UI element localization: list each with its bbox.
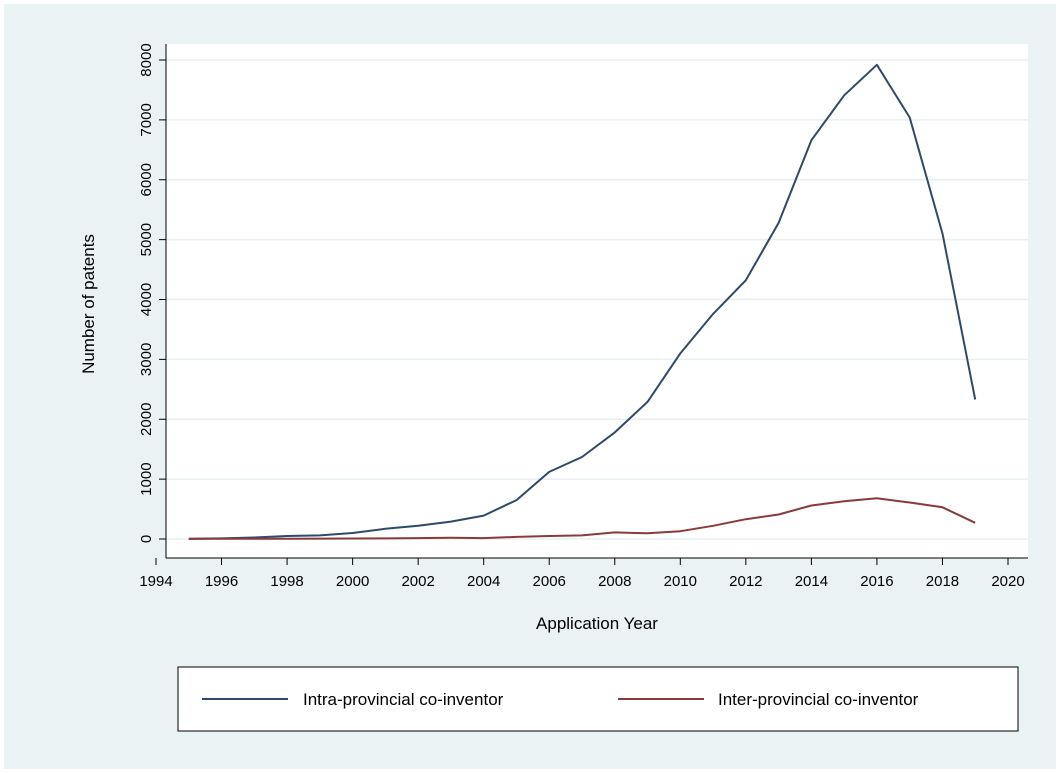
x-tick-label: 2000	[336, 573, 369, 590]
x-tick-label: 2020	[991, 573, 1024, 590]
grid-lines	[166, 59, 1028, 540]
series-line-intra	[188, 63, 977, 540]
plot-area	[166, 44, 1028, 558]
x-tick-label: 2010	[664, 573, 697, 590]
x-tick-label: 2006	[533, 573, 566, 590]
x-tick-label: 1998	[270, 573, 303, 590]
figure-background: 0 1000 2000 3000 4000 5000 6000 7000 8000 1994 199…	[4, 4, 1056, 769]
axes: 0 1000 2000 3000 4000 5000 6000 7000 8000 1994 199…	[138, 43, 1028, 590]
y-axis-title: Number of patents	[79, 234, 98, 374]
x-tick-label: 2016	[860, 573, 893, 590]
x-tick-label: 2002	[401, 573, 434, 590]
x-tick-label: 2008	[598, 573, 631, 590]
y-tick-label: 8000	[138, 43, 155, 76]
y-tick-label: 7000	[138, 103, 155, 136]
y-tick-label: 5000	[138, 223, 155, 256]
legend: Intra-provincial co-inventor Inter-provi…	[177, 666, 1019, 732]
legend-label-inter: Inter-provincial co-inventor	[718, 690, 919, 709]
x-axis-title: Application Year	[536, 614, 658, 633]
y-tick-label: 3000	[138, 343, 155, 376]
x-tick-label: 2014	[795, 573, 828, 590]
x-tick-label: 2012	[729, 573, 762, 590]
y-tick-label: 4000	[138, 283, 155, 316]
series-line-inter	[188, 497, 976, 540]
x-tick-label: 2004	[467, 573, 500, 590]
y-tick-label: 0	[138, 535, 155, 543]
series-layer	[188, 63, 977, 540]
y-tick-label: 1000	[138, 462, 155, 495]
legend-box	[177, 666, 1019, 732]
legend-label-intra: Intra-provincial co-inventor	[303, 690, 504, 709]
y-tick-label: 2000	[138, 403, 155, 436]
x-tick-label: 1994	[139, 573, 172, 590]
line-chart: 0 1000 2000 3000 4000 5000 6000 7000 8000 1994 199…	[79, 43, 1028, 732]
x-tick-label: 1996	[205, 573, 238, 590]
y-tick-label: 6000	[138, 163, 155, 196]
x-tick-label: 2018	[926, 573, 959, 590]
